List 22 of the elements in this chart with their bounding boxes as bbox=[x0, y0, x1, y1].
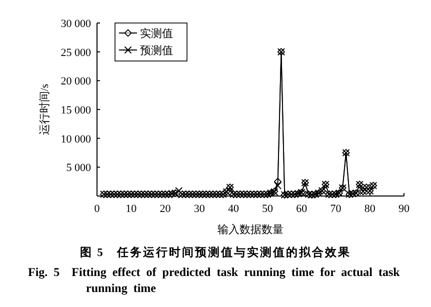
x-tick-label: 0 bbox=[94, 203, 100, 215]
y-tick-label: 20 000 bbox=[60, 76, 92, 88]
y-tick-label: 5 000 bbox=[66, 162, 92, 174]
x-tick-label: 90 bbox=[398, 203, 410, 215]
caption: 图 5 任务运行时间预测值与实测值的拟合效果 bbox=[80, 245, 351, 259]
x-tick-label: 60 bbox=[296, 203, 308, 215]
legend-label: 实测值 bbox=[140, 27, 173, 40]
x-tick-label: 70 bbox=[330, 203, 342, 215]
caption: Fig. 5 Fitting effect of predicted task running time for actual task running time bbox=[28, 264, 401, 296]
x-tick-label: 30 bbox=[194, 203, 206, 215]
y-axis-title: 运行时间/s bbox=[38, 84, 51, 136]
x-tick-label: 80 bbox=[364, 203, 376, 215]
x-tick-label: 20 bbox=[160, 203, 172, 215]
legend-label: 预测值 bbox=[140, 45, 173, 57]
y-tick-label: 25 000 bbox=[60, 46, 92, 59]
x-tick-label: 50 bbox=[262, 203, 274, 215]
y-tick-label: 30 000 bbox=[60, 18, 92, 30]
x-axis-title: 输入数据数量 bbox=[218, 223, 284, 236]
x-tick-label: 40 bbox=[228, 203, 240, 215]
y-tick-label: 10 000 bbox=[60, 133, 92, 146]
x-tick-label: 10 bbox=[126, 203, 138, 215]
y-tick-label: 15 000 bbox=[60, 104, 92, 116]
